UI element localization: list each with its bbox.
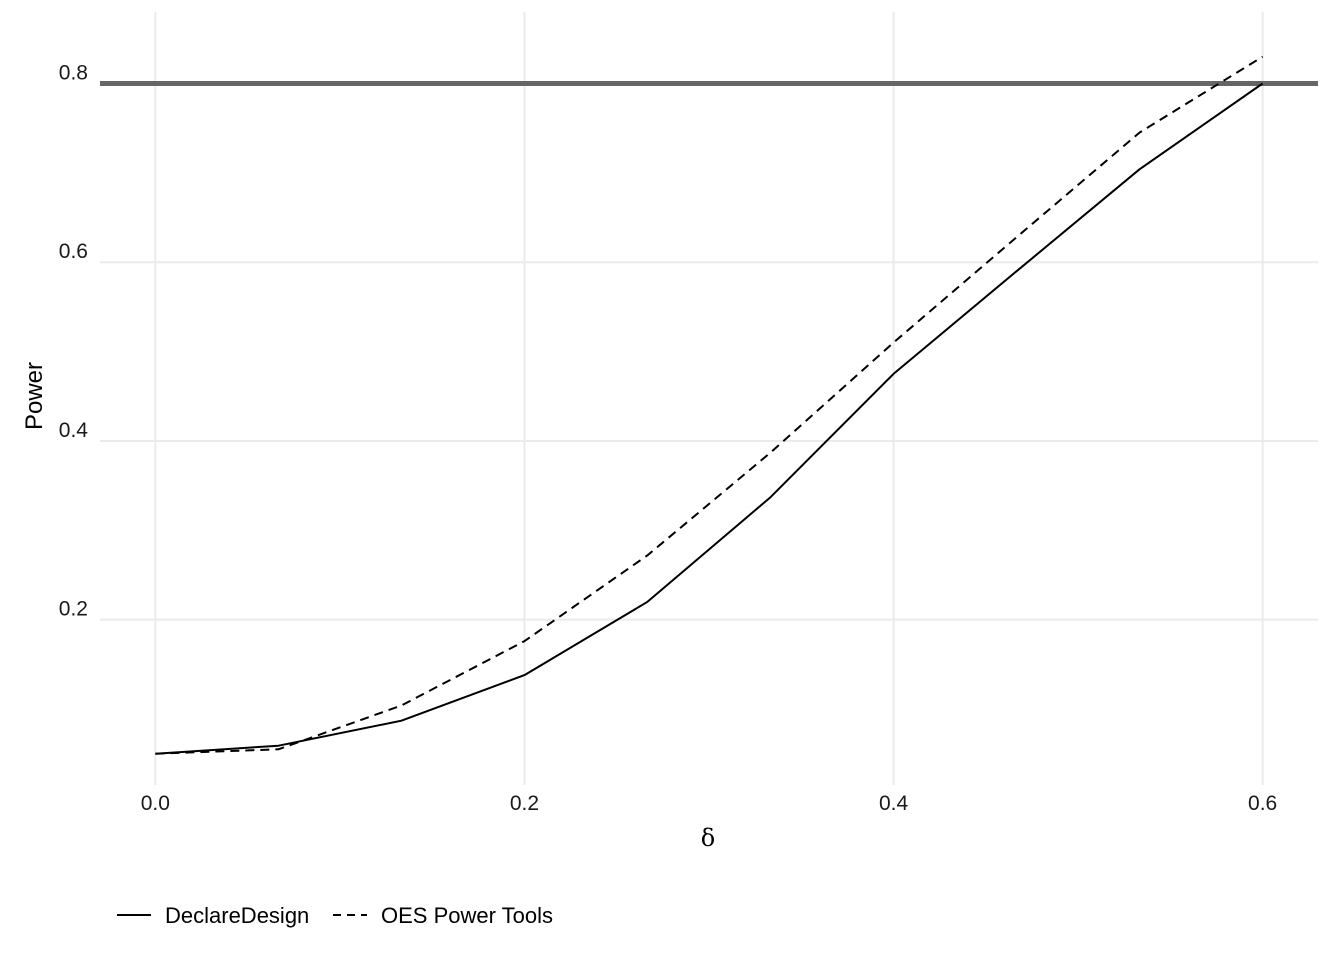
legend-label-oes-power-tools: OES Power Tools xyxy=(381,903,553,928)
y-tick-label-2: 0.6 xyxy=(59,240,88,263)
x-tick-label-1: 0.2 xyxy=(510,792,539,815)
y-tick-label-3: 0.8 xyxy=(59,61,88,84)
grid xyxy=(100,12,1318,785)
tick-labels: 0.0 0.2 0.4 0.6 0.2 0.4 0.6 0.8 xyxy=(59,61,1277,815)
y-axis-title: Power xyxy=(21,362,48,430)
x-axis-title: δ xyxy=(701,824,715,852)
x-tick-label-0: 0.0 xyxy=(141,792,170,815)
legend-label-declaredesign: DeclareDesign xyxy=(165,903,309,928)
legend: DeclareDesign OES Power Tools xyxy=(117,903,553,928)
series-layer xyxy=(155,55,1264,755)
series-line-oes-power-tools xyxy=(155,55,1264,755)
series-line-declaredesign xyxy=(155,82,1264,755)
x-tick-label-3: 0.6 xyxy=(1248,792,1277,815)
y-tick-label-1: 0.4 xyxy=(59,419,89,442)
y-tick-label-0: 0.2 xyxy=(59,598,88,621)
x-tick-label-2: 0.4 xyxy=(879,792,909,815)
